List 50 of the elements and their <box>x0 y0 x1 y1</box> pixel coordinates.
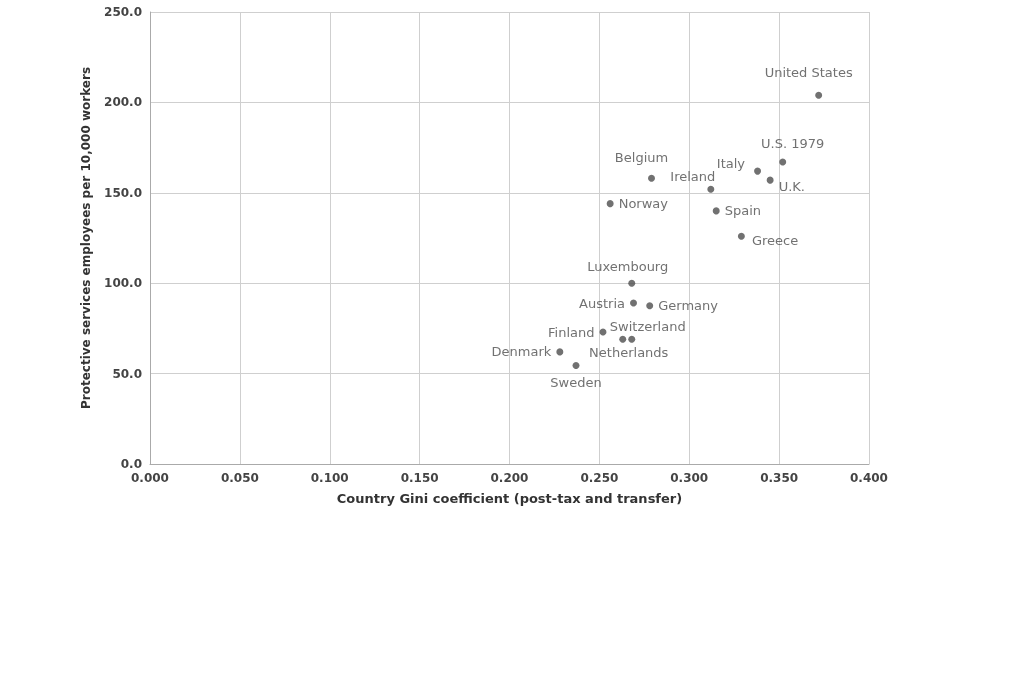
series-label: United States <box>764 64 853 80</box>
x-tick-label: 0.300 <box>670 471 709 485</box>
y-tick-label: 250.0 <box>104 5 142 19</box>
x-tick-label: 0.200 <box>490 471 529 485</box>
point <box>628 335 636 343</box>
y-tick-label: 0.0 <box>120 457 142 471</box>
series-label: Switzerland <box>609 318 686 334</box>
series-label: Belgium <box>614 149 669 165</box>
y-tick-label: 50.0 <box>112 366 142 381</box>
y-axis-title: Protective services employees per 10,000 workers <box>79 66 93 410</box>
series-label: Germany <box>658 298 719 314</box>
series-label: U.K. <box>778 178 805 194</box>
point <box>646 302 654 310</box>
x-tick-label: 0.250 <box>580 471 619 485</box>
series-label: Denmark <box>491 344 552 360</box>
x-tick-label: 0.050 <box>220 471 259 485</box>
x-tick-label: 0.350 <box>760 471 799 485</box>
point <box>707 185 715 193</box>
series-label: Ireland <box>670 168 716 184</box>
point <box>712 207 720 215</box>
series-label: Greece <box>751 232 799 248</box>
point <box>619 335 627 343</box>
point <box>572 361 580 369</box>
x-tick-label: 0.150 <box>400 471 439 485</box>
x-axis-title: Country Gini coefficient (post-tax and transfer) <box>336 491 683 506</box>
point <box>630 299 638 307</box>
point <box>737 232 745 240</box>
point <box>815 91 823 99</box>
point <box>628 279 636 287</box>
y-tick-label: 200.0 <box>104 95 142 110</box>
point <box>779 158 787 166</box>
series-label: Austria <box>579 295 626 311</box>
series-label: Finland <box>548 324 595 340</box>
x-tick-label: 0.400 <box>850 471 888 485</box>
y-tick-label: 100.0 <box>104 276 142 291</box>
point <box>648 174 655 182</box>
series-label: Norway <box>618 196 669 212</box>
point <box>556 348 564 356</box>
series-label: Luxembourg <box>587 258 669 274</box>
x-tick-label: 0.000 <box>131 471 169 485</box>
series-label: Sweden <box>550 374 602 390</box>
x-tick-label: 0.100 <box>310 471 349 485</box>
series-label: U.S. 1979 <box>761 135 825 151</box>
point <box>754 167 762 175</box>
series-label: Netherlands <box>589 344 669 360</box>
series-label: Spain <box>724 203 762 219</box>
point <box>606 200 614 208</box>
y-tick-label: 150.0 <box>104 185 142 200</box>
series-label: Italy <box>716 155 746 171</box>
point <box>766 176 774 184</box>
